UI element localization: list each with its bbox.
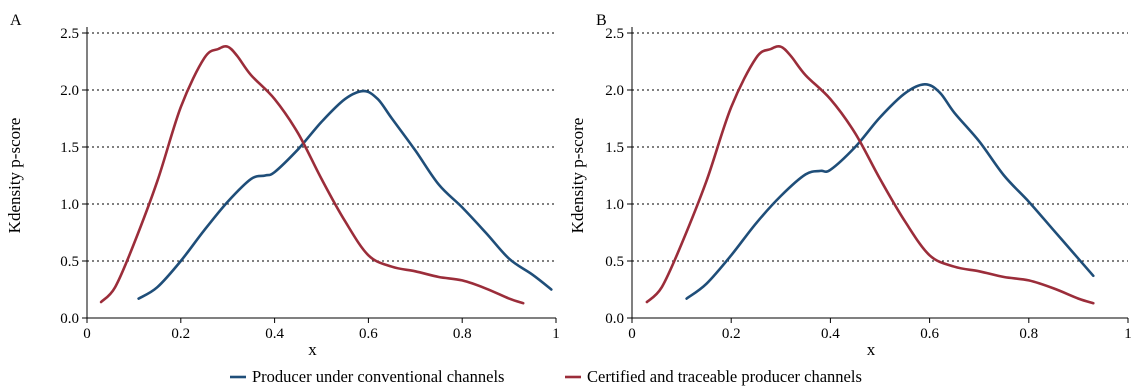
panel-label: B	[596, 12, 607, 29]
y-tick-label: 1.5	[605, 140, 624, 156]
x-tick-label: 0	[628, 326, 636, 342]
y-tick-label: 2.5	[605, 26, 624, 42]
x-tick-label: 0	[83, 326, 91, 342]
series-line-conventional	[685, 83, 1095, 300]
y-axis-title: Kdensity p-score	[568, 118, 587, 234]
x-tick-label: 0.2	[722, 326, 741, 342]
series-line-certified	[645, 44, 1095, 305]
panel-a: A 0.0 0.5 1.0 1.5 2.0 2.5 0 0.2 0.4 0.6 0.8 1 x Kdensi…	[5, 12, 560, 359]
y-tick-label: 2.0	[605, 83, 624, 99]
y-tick-label: 0.0	[605, 311, 624, 327]
y-tick-label: 0.0	[60, 311, 79, 327]
legend-label: Certified and traceable producer channel…	[587, 367, 862, 386]
y-axis-title: Kdensity p-score	[5, 118, 24, 234]
x-tick-label: 1	[1124, 326, 1132, 342]
y-tick-label: 1.0	[605, 197, 624, 213]
panel-b: B 0.0 0.5 1.0 1.5 2.0 2.5 0 0.2 0.4 0.6 0.8 1 x Kdensi…	[568, 12, 1132, 359]
x-tick-label: 0.4	[821, 326, 840, 342]
y-tick-label: 1.5	[60, 140, 79, 156]
x-axis-title: x	[308, 340, 317, 359]
x-axis-title: x	[867, 340, 876, 359]
panel-label: A	[10, 12, 22, 29]
x-tick-label: 1	[552, 326, 560, 342]
y-tick-label: 0.5	[60, 254, 79, 270]
x-tick-label: 0.8	[453, 326, 472, 342]
series-line-conventional	[137, 89, 553, 300]
x-tick-label: 0.8	[1019, 326, 1038, 342]
series-line-certified	[99, 44, 525, 305]
x-tick-label: 0.6	[920, 326, 939, 342]
legend: Producer under conventional channels Cert…	[230, 367, 862, 386]
x-tick-label: 0.2	[171, 326, 190, 342]
y-tick-label: 1.0	[60, 197, 79, 213]
x-tick-label: 0.6	[359, 326, 378, 342]
y-tick-label: 2.0	[60, 83, 79, 99]
y-tick-label: 2.5	[60, 26, 79, 42]
y-tick-label: 0.5	[605, 254, 624, 270]
legend-label: Producer under conventional channels	[252, 367, 504, 386]
x-tick-label: 0.4	[265, 326, 284, 342]
